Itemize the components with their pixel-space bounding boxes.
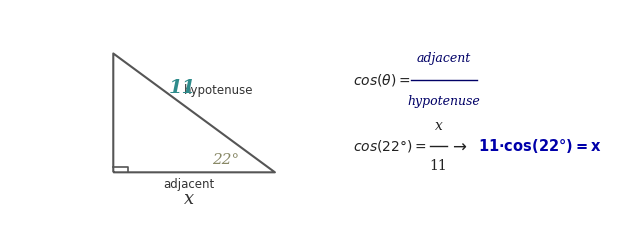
Text: x: x (184, 190, 194, 207)
Text: 11: 11 (430, 159, 447, 173)
Text: 11: 11 (169, 79, 196, 97)
Text: hypotenuse: hypotenuse (408, 94, 480, 108)
Text: 22°: 22° (212, 153, 240, 167)
Text: $cos(22°)=$: $cos(22°)=$ (353, 138, 427, 154)
Text: $\rightarrow$: $\rightarrow$ (449, 137, 468, 155)
Text: adjacent: adjacent (164, 178, 215, 191)
Text: adjacent: adjacent (416, 52, 471, 65)
Text: hypotenuse: hypotenuse (184, 84, 253, 97)
Text: $cos(\theta)=$: $cos(\theta)=$ (353, 72, 411, 88)
Text: x: x (435, 119, 442, 133)
Text: $\mathbf{11 {\cdot} cos(22°){=}x}$: $\mathbf{11 {\cdot} cos(22°){=}x}$ (478, 137, 602, 155)
